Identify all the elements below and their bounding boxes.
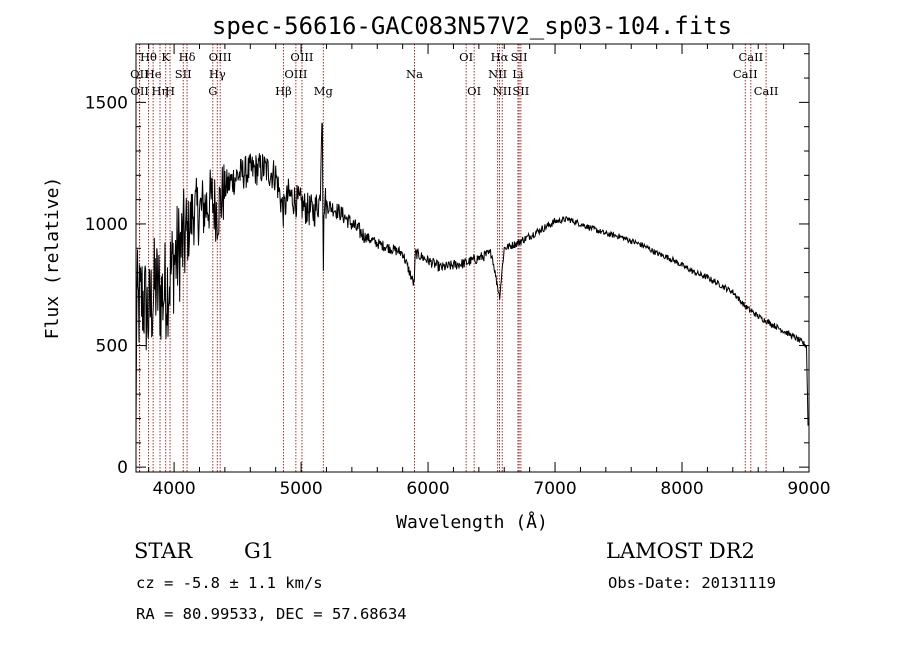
observation-date: Obs-Date: 20131119 [608, 574, 776, 592]
plot-frame [135, 43, 810, 473]
spectral-line-label: Hθ [140, 50, 157, 64]
spectral-line-label: SII [511, 50, 528, 64]
spectral-line-label: OII [130, 67, 149, 81]
spectral-line-label: Li [512, 67, 524, 81]
spectral-line-label: Hδ [179, 50, 196, 64]
y-tick-label: 0 [117, 458, 128, 478]
spectral-line-label: OIII [290, 50, 313, 64]
coordinates-info: RA = 80.99533, DEC = 57.68634 [136, 605, 407, 623]
spectral-line-label: Mg [314, 84, 334, 98]
spectral-line-markers [138, 44, 767, 472]
y-axis: 0 500 1000 1500 [85, 53, 809, 478]
x-tick-label: 8000 [660, 479, 703, 499]
spectral-line-label: CaII [754, 84, 779, 98]
spectral-line-label: SII [175, 67, 192, 81]
spectral-line-label: He [145, 67, 162, 81]
chart-title: spec-56616-GAC083N57V2_sp03-104.fits [212, 12, 732, 40]
spectral-line-label: Na [406, 67, 423, 81]
object-subclass: G1 [244, 539, 274, 563]
spectral-line-label: OI [459, 50, 473, 64]
spectral-line-label: CaII [738, 50, 763, 64]
x-tick-label: 6000 [406, 479, 449, 499]
redshift-info: cz = -5.8 ± 1.1 km/s [136, 574, 323, 592]
spectral-line-label: Hη [152, 84, 169, 98]
spectral-line-label: OI [467, 84, 481, 98]
x-tick-label: 5000 [279, 479, 322, 499]
y-tick-label: 1500 [85, 93, 128, 113]
x-axis: 4000 5000 6000 7000 8000 9000 [148, 44, 831, 499]
spectral-line-label: K [161, 50, 170, 64]
spectrum-layer [135, 122, 809, 432]
spectral-line-label: Hα [491, 50, 509, 64]
spectral-line-label: NII [488, 67, 507, 81]
y-axis-label: Flux (relative) [42, 177, 63, 340]
spectral-line-label: Hγ [209, 67, 226, 81]
y-tick-label: 1000 [85, 215, 128, 235]
x-tick-label: 7000 [533, 479, 576, 499]
x-axis-label: Wavelength (Å) [396, 511, 548, 533]
spectral-line-label: NII [493, 84, 512, 98]
spectral-line-label: OIII [284, 67, 307, 81]
object-class: STAR [134, 539, 193, 563]
y-tick-label: 500 [96, 337, 128, 357]
spectral-line-label: OII [130, 84, 149, 98]
spectral-line-label: G [208, 84, 217, 98]
survey-release: LAMOST DR2 [606, 539, 755, 563]
spectral-line-label: H [165, 84, 175, 98]
spectral-line-label: Hβ [275, 84, 292, 98]
x-tick-label: 4000 [152, 479, 195, 499]
x-tick-label: 9000 [787, 479, 830, 499]
spectrum-line [135, 122, 809, 432]
spectral-line-label: SII [512, 84, 529, 98]
spectral-line-label: CaII [733, 67, 758, 81]
spectral-line-label: OIII [209, 50, 232, 64]
